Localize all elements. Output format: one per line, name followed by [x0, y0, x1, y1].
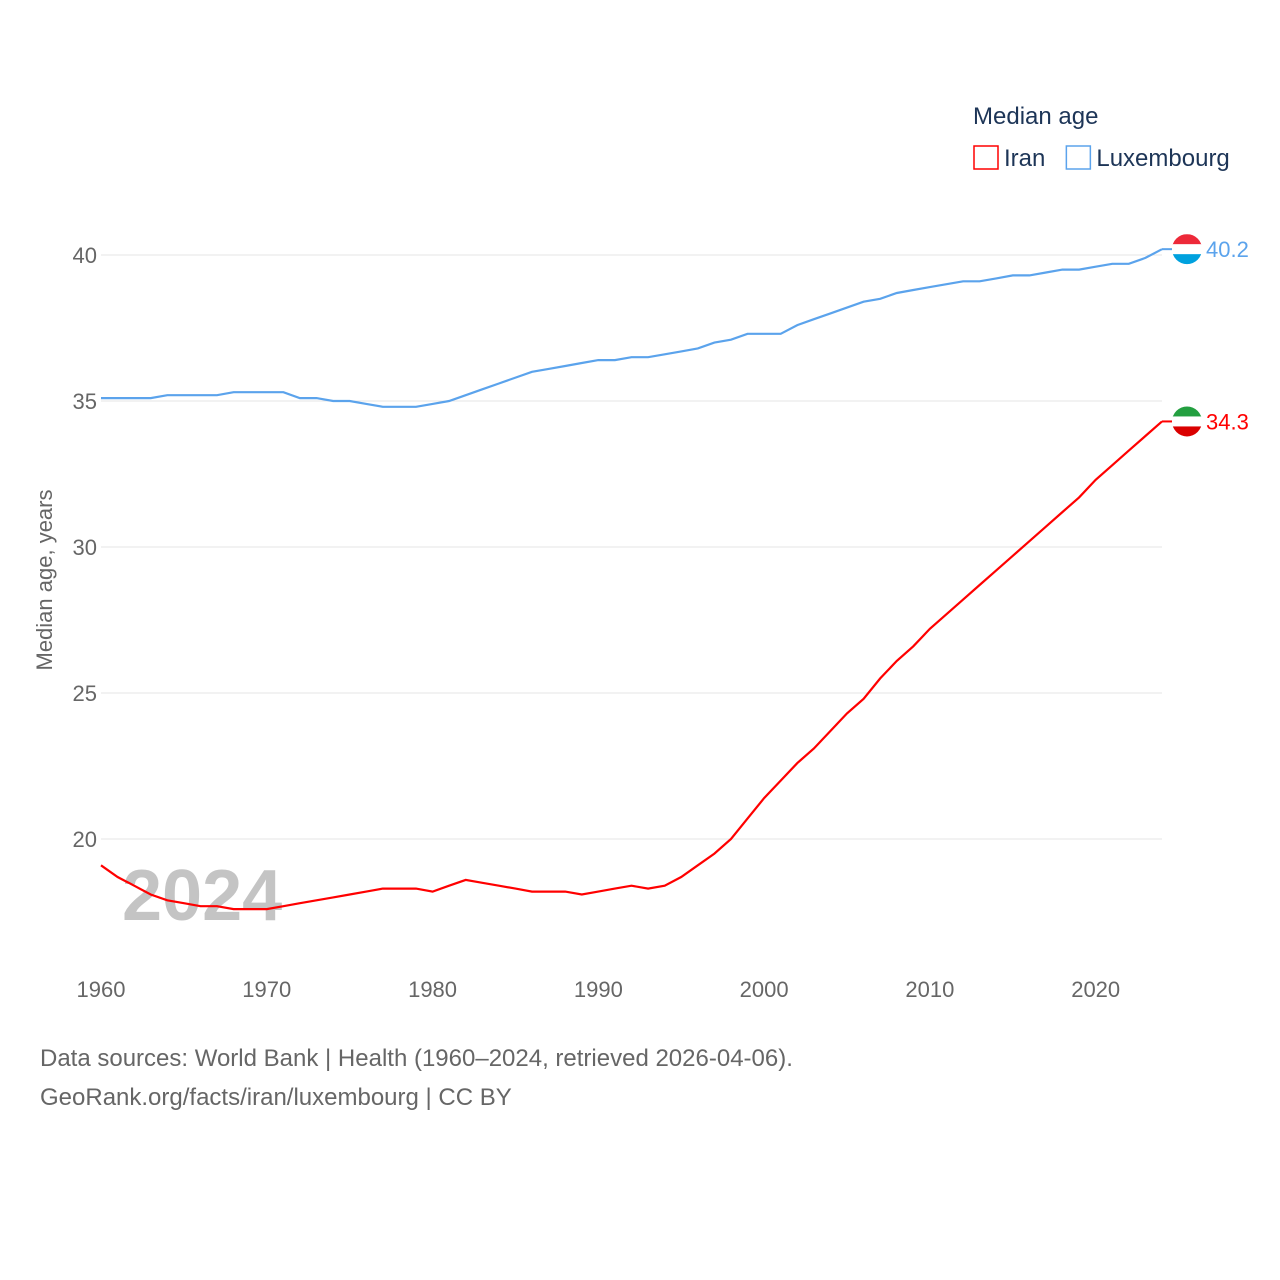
end-value-label: 34.3	[1206, 409, 1249, 434]
y-tick-label: 20	[73, 827, 97, 852]
series-line-iran	[100, 420, 1163, 911]
legend-entry-iran: Iran	[1004, 145, 1045, 172]
y-tick-label: 30	[73, 535, 97, 560]
x-tick-label: 2000	[740, 977, 789, 1002]
luxembourg-flag-icon	[1172, 234, 1202, 265]
x-tick-label: 2010	[905, 977, 954, 1002]
legend-swatch	[1065, 145, 1092, 170]
y-axis-label: Median age, years	[32, 490, 57, 671]
x-tick-label: 1980	[408, 977, 457, 1002]
iran-flag-icon	[1172, 406, 1202, 437]
legend-swatch	[973, 145, 999, 170]
x-tick-label: 2020	[1071, 977, 1120, 1002]
y-tick-label: 35	[73, 389, 97, 414]
legend-entry-luxembourg: Luxembourg	[1096, 145, 1229, 172]
x-tick-label: 1960	[77, 977, 126, 1002]
y-tick-label: 25	[73, 681, 97, 706]
legend-title: Median age	[973, 103, 1098, 130]
x-tick-label: 1990	[574, 977, 623, 1002]
credit-link[interactable]: GeoRank.org/facts/iran/luxembourg | CC B…	[40, 1084, 512, 1111]
end-value-label: 40.2	[1206, 237, 1249, 262]
y-tick-label: 40	[73, 243, 97, 268]
series-line-luxembourg	[101, 248, 1163, 408]
data-sources: Data sources: World Bank | Health (1960–…	[40, 1045, 793, 1072]
year-watermark: 2024	[122, 856, 282, 936]
x-tick-label: 1970	[242, 977, 291, 1002]
